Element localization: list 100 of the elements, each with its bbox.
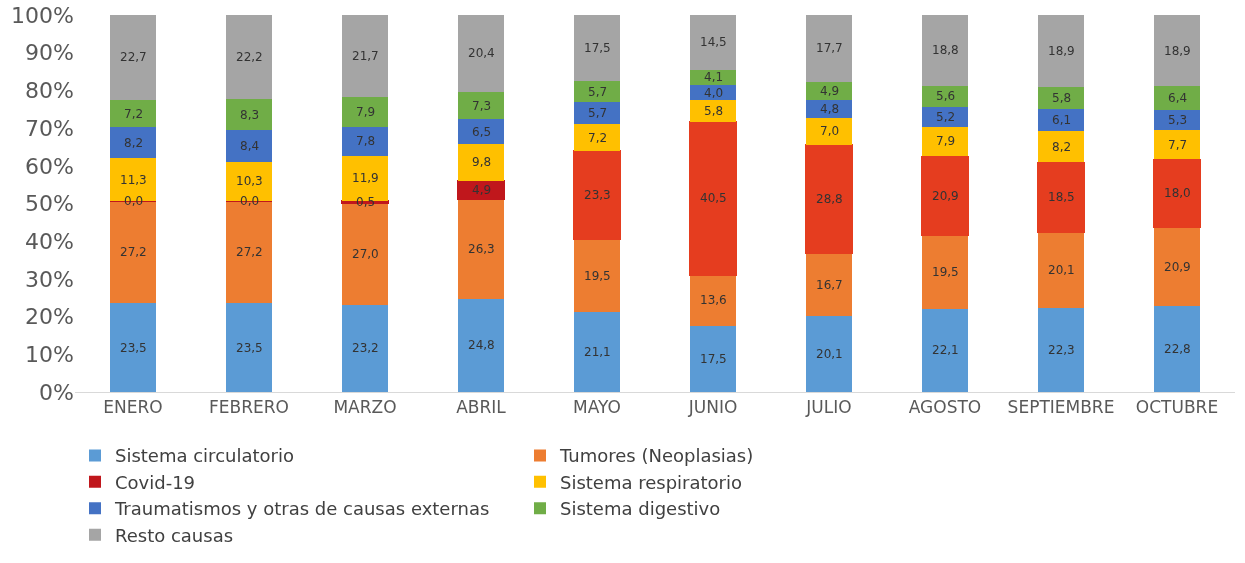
bar	[457, 15, 505, 92]
data-label: 23,3	[584, 188, 611, 202]
bar	[573, 102, 621, 124]
data-label: 4,9	[472, 183, 492, 197]
bar	[921, 85, 969, 107]
data-label: 13,6	[700, 293, 727, 307]
data-label: 22,2	[236, 50, 263, 64]
y-tick-label: 0%	[39, 379, 74, 405]
bar	[341, 15, 389, 97]
data-label: 20,4	[468, 46, 495, 60]
data-label: 20,1	[816, 347, 843, 361]
data-label: 9,8	[472, 155, 492, 169]
x-tick-label: OCTUBRE	[1135, 397, 1219, 418]
x-tick-label: AGOSTO	[908, 397, 982, 418]
bar	[1037, 307, 1085, 392]
data-label: 19,5	[932, 265, 959, 279]
bar	[1153, 110, 1201, 131]
bar	[921, 106, 969, 127]
data-label: 4,1	[704, 70, 724, 84]
bar	[1037, 15, 1085, 87]
bar	[1037, 86, 1085, 109]
bar	[573, 238, 621, 313]
y-tick-label: 90%	[25, 40, 74, 66]
bar	[457, 91, 505, 120]
data-label: 4,8	[820, 102, 840, 116]
bar	[921, 308, 969, 392]
data-label: 23,5	[236, 341, 263, 355]
bar	[225, 15, 273, 100]
bar	[689, 100, 737, 123]
y-tick-label: 50%	[25, 191, 74, 217]
x-tick-label: JULIO	[805, 397, 852, 418]
bar	[1037, 131, 1085, 163]
data-label: 7,9	[936, 134, 956, 148]
bar	[921, 155, 969, 236]
bar	[689, 121, 737, 276]
data-label: 7,7	[1168, 138, 1188, 152]
data-label: 0,5	[356, 195, 376, 209]
bar	[689, 326, 737, 392]
legend-label: Covid-19	[115, 471, 196, 493]
data-label: 24,8	[468, 338, 495, 352]
bar	[1153, 86, 1201, 111]
bar	[921, 126, 969, 157]
y-tick-label: 10%	[25, 342, 74, 367]
bar	[341, 96, 389, 127]
bar	[341, 304, 389, 392]
x-tick-label: MAYO	[573, 397, 621, 418]
bar	[805, 15, 853, 82]
data-label: 7,0	[820, 124, 840, 138]
data-label: 6,5	[472, 125, 492, 139]
x-tick-label: FEBRERO	[209, 397, 289, 418]
data-label: 20,9	[1164, 260, 1191, 274]
data-label: 8,2	[124, 136, 144, 150]
bar	[921, 235, 969, 309]
bar	[921, 15, 969, 86]
bar	[1153, 306, 1201, 392]
bar	[1037, 161, 1085, 233]
bar	[1037, 232, 1085, 308]
bar	[573, 150, 621, 240]
x-tick-label: JUNIO	[687, 397, 738, 418]
data-label: 14,5	[700, 35, 727, 49]
y-tick-label: 40%	[25, 228, 74, 254]
data-label: 7,9	[356, 105, 376, 119]
data-label: 7,8	[356, 134, 376, 148]
data-label: 17,7	[816, 41, 843, 55]
bar	[805, 143, 853, 255]
data-label: 5,7	[588, 106, 608, 120]
data-label: 18,5	[1048, 190, 1075, 204]
legend-label: Resto causas	[115, 524, 234, 546]
data-label: 22,1	[932, 343, 959, 357]
data-label: 20,9	[932, 189, 959, 203]
bar	[805, 316, 853, 392]
data-label: 8,4	[240, 139, 260, 153]
data-label: 27,0	[352, 247, 379, 261]
bar	[457, 119, 505, 144]
bar	[1153, 227, 1201, 307]
bar	[805, 118, 853, 145]
y-tick-label: 20%	[25, 304, 74, 330]
data-label: 27,2	[120, 245, 147, 259]
bar	[1153, 15, 1201, 87]
data-label: 5,3	[1168, 113, 1188, 127]
legend-label: Sistema circulatorio	[115, 445, 294, 467]
bar	[225, 130, 273, 163]
data-label: 17,5	[700, 352, 727, 366]
bar	[457, 298, 505, 392]
bar	[109, 303, 157, 392]
data-label: 5,8	[704, 104, 724, 118]
data-label: 6,1	[1052, 113, 1072, 127]
x-tick-label: MARZO	[333, 397, 397, 418]
data-label: 7,2	[588, 131, 608, 145]
bar	[109, 15, 157, 101]
data-label: 28,8	[816, 192, 843, 206]
data-label: 0,0	[124, 194, 144, 208]
bar	[573, 80, 621, 103]
data-label: 22,3	[1048, 343, 1075, 357]
bar	[573, 312, 621, 392]
x-tick-label: ABRIL	[456, 397, 507, 418]
y-tick-label: 70%	[25, 115, 74, 141]
x-tick-label: ENERO	[103, 397, 163, 418]
data-label: 4,0	[704, 86, 724, 100]
data-label: 5,6	[936, 89, 956, 103]
